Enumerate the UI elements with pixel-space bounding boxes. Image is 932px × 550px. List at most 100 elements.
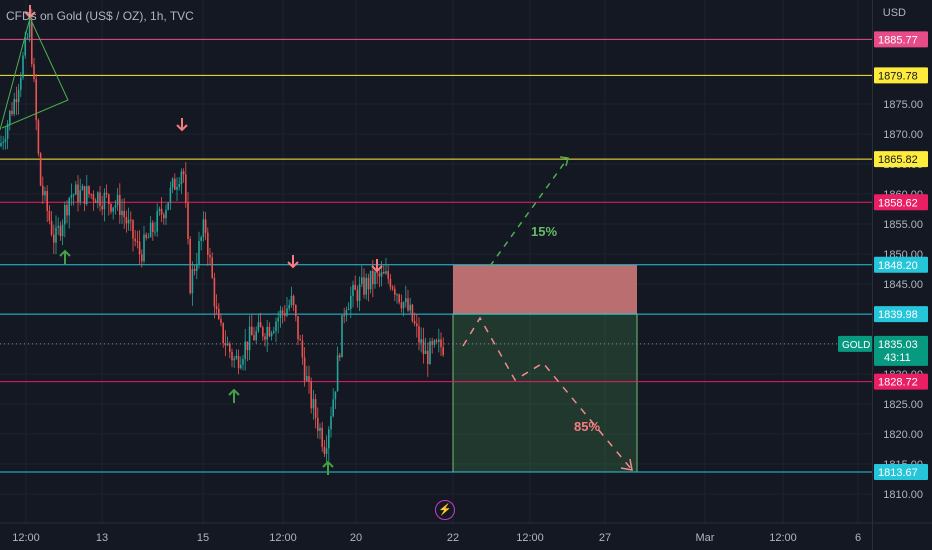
candle-body [387,271,389,279]
candle-body [138,241,141,255]
candle-body [222,323,224,344]
candle-body [259,322,262,328]
candle-body [431,341,433,345]
price-tag-label: 1848.20 [878,260,918,272]
candle-body [141,254,143,262]
up-arrow-icon [322,460,334,475]
candle-body [215,306,218,309]
candle-body [75,184,77,195]
candle-body [187,202,189,240]
x-tick-label: 27 [599,532,611,544]
price-tag-label: 1879.78 [878,70,918,82]
candle-body [136,241,139,243]
bearish-projection-arrowhead [620,458,633,471]
candle-body [356,289,359,301]
candle-body [48,210,51,221]
candle-body [257,322,260,332]
candle-body [83,186,86,205]
price-tag-label: 1858.62 [878,197,918,209]
candle-body [145,234,147,238]
candle-body [389,278,392,288]
candle-body [224,343,227,346]
candle-body [279,310,282,319]
candle-body [235,355,238,359]
candle-body [372,270,374,285]
candle-body [59,225,62,237]
candle-body [385,271,387,274]
candle-body [55,227,57,243]
candle-body [176,186,178,190]
candle-body [116,195,119,206]
candle-body [321,427,323,447]
candle-body [306,376,308,381]
candle-body [376,271,378,274]
current-price-tag-bg [874,335,928,366]
candle-body [44,191,46,196]
candle-body [15,99,18,103]
y-tick-label: 1870.00 [883,129,923,141]
x-tick-label: 20 [350,532,362,544]
candle-body [378,273,381,277]
candle-body [193,269,196,271]
triangle-drawing [0,16,69,131]
candle-body [251,326,253,336]
candle-body [26,37,29,39]
candle-body [154,231,156,233]
candle-body [268,326,271,337]
price-tag-bg [874,463,928,480]
candle-body [167,202,169,210]
candle-body [189,239,191,294]
lightning-icon[interactable]: ⚡ [435,500,455,520]
candle-body [134,238,136,242]
candle-body [352,284,354,296]
candle-body [413,321,416,324]
candle-body [33,64,35,80]
candle-body [409,304,411,311]
symbol-badge-bg [838,335,872,352]
current-price-value: 1835.03 [878,339,918,351]
candle-body [391,287,394,289]
candle-body [218,308,220,319]
candle-body [290,295,293,306]
candle-body [394,288,396,295]
candle-body [275,321,277,332]
candle-body [308,376,310,382]
candle-body [433,340,436,345]
currency-label: USD [882,7,906,19]
candle-body [317,417,319,431]
x-tick-label: 13 [96,532,108,544]
y-tick-label: 1855.00 [883,219,923,231]
candle-body [358,284,361,301]
take-profit-zone [452,313,638,473]
candle-body [182,171,185,175]
candle-body [396,294,398,296]
candle-body [325,448,328,454]
candle-body [13,99,15,114]
candle-body [180,171,183,185]
candle-body [105,192,108,195]
candle-body [169,187,172,203]
candle-body [310,381,312,409]
candle-body [200,237,202,242]
candle-body [383,271,385,274]
price-tag-label: 1813.67 [878,467,918,479]
candle-body [125,217,128,224]
candle-body [435,340,438,342]
candle-body [244,341,246,360]
up-probability-label: 15% [531,224,557,239]
candle-body [132,220,134,239]
candle-body [328,429,330,449]
candle-body [354,284,356,290]
candle-body [361,277,363,285]
candle-body [68,197,70,216]
price-scale-divider [872,0,873,550]
candle-body [220,318,222,324]
price-tag-bg [874,306,928,323]
candle-body [266,326,268,340]
candle-body [411,304,414,322]
candle-body [343,315,345,317]
candle-body [374,271,376,285]
candle-body [264,336,266,340]
up-arrow-icon [228,388,240,403]
